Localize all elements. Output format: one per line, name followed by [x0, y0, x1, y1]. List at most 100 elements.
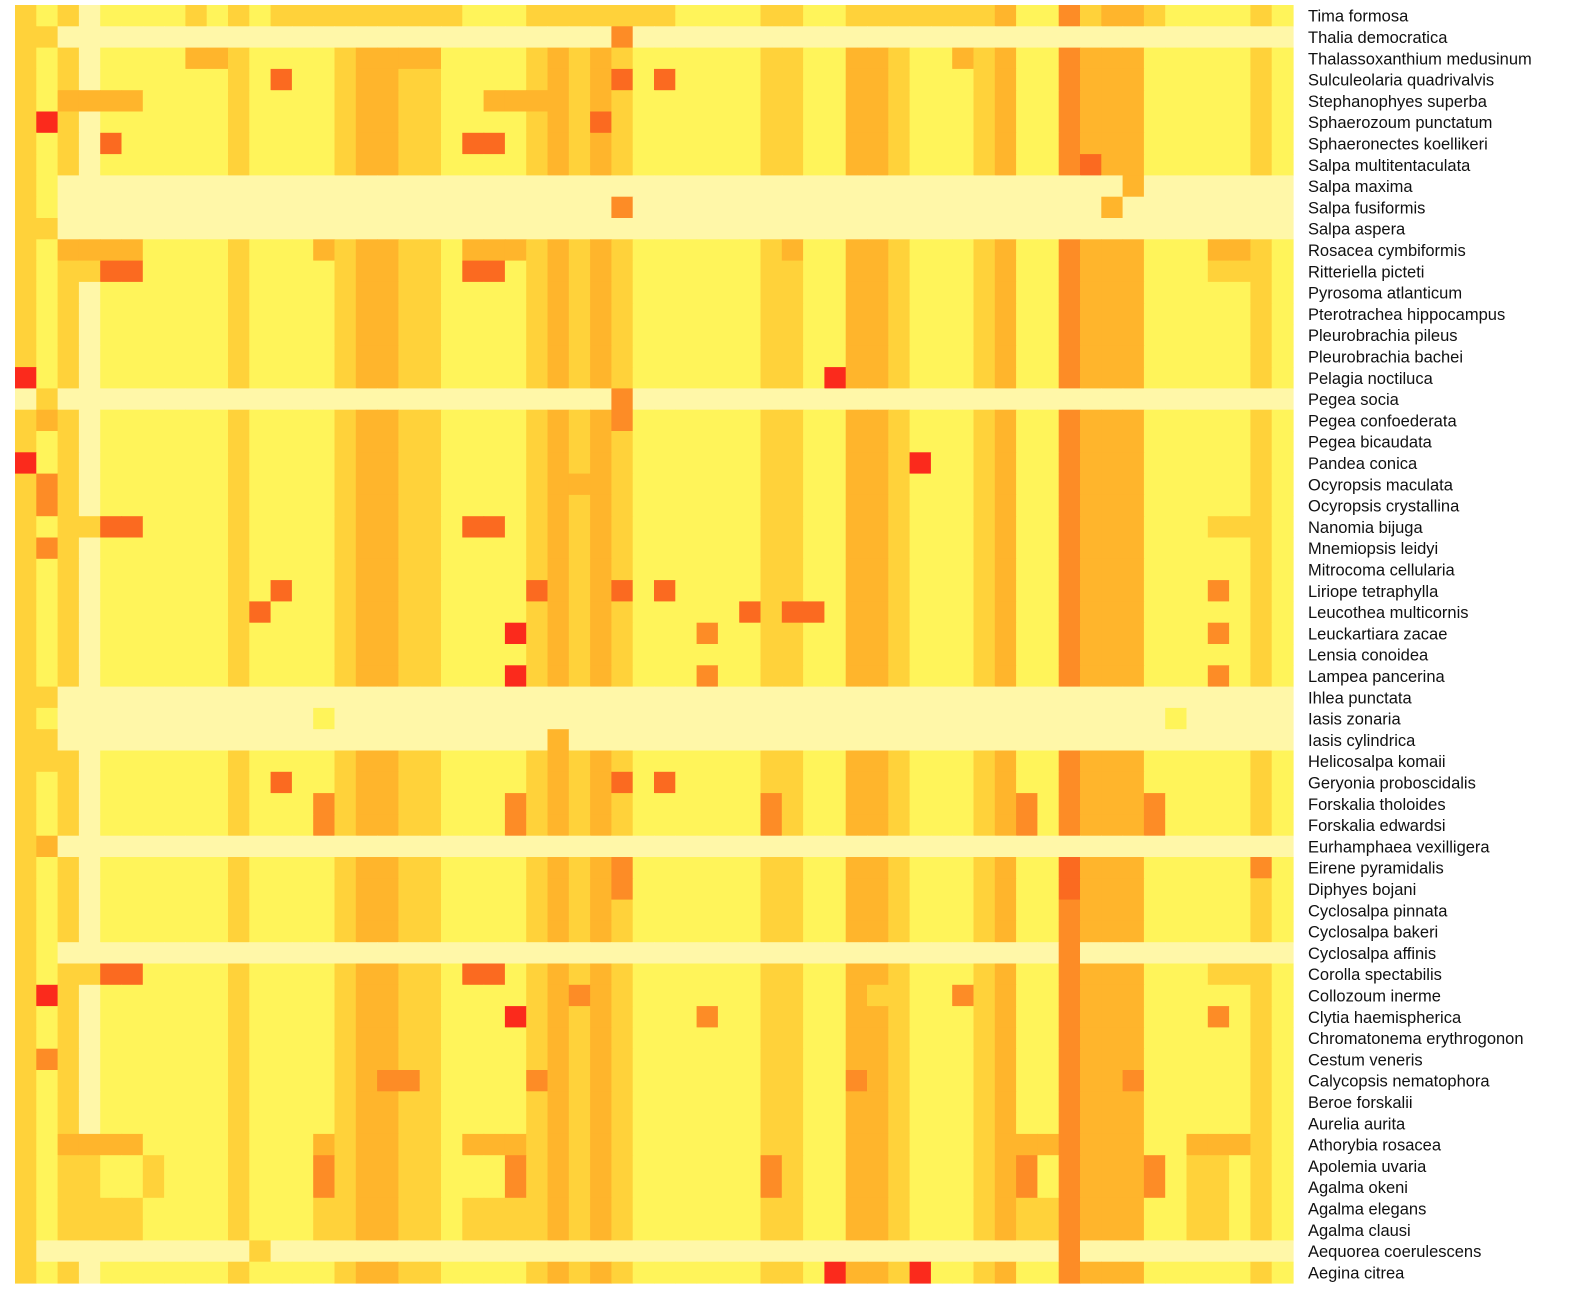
heatmap-cell: [292, 1198, 314, 1220]
heatmap-cell: [952, 112, 974, 134]
heatmap-cell: [867, 1198, 889, 1220]
heatmap-cell: [377, 1219, 399, 1241]
heatmap-cell: [718, 1006, 740, 1028]
heatmap-cell: [910, 1240, 932, 1262]
heatmap-cell: [1187, 559, 1209, 581]
heatmap-cell: [292, 729, 314, 751]
heatmap-cell: [1016, 154, 1038, 176]
heatmap-cell: [569, 793, 591, 815]
heatmap-cell: [952, 1240, 974, 1262]
heatmap-cell: [1208, 942, 1230, 964]
heatmap-cell: [1080, 772, 1102, 794]
heatmap-cell: [718, 1049, 740, 1071]
heatmap-cell: [718, 708, 740, 730]
heatmap-cell: [1123, 942, 1145, 964]
heatmap-cell: [718, 410, 740, 432]
heatmap-cell: [1037, 516, 1059, 538]
heatmap-cell: [164, 5, 186, 27]
heatmap-cell: [377, 325, 399, 347]
heatmap-cell: [1187, 1134, 1209, 1156]
heatmap-cell: [122, 751, 144, 773]
heatmap-cell: [505, 175, 527, 197]
heatmap-cell: [1144, 814, 1166, 836]
heatmap-cell: [100, 1240, 122, 1262]
heatmap-cell: [1250, 474, 1272, 496]
heatmap-cell: [15, 729, 37, 751]
heatmap-cell: [675, 814, 697, 836]
heatmap-cell: [718, 1240, 740, 1262]
heatmap-cell: [590, 133, 612, 155]
heatmap-cell: [910, 814, 932, 836]
heatmap-cell: [1187, 431, 1209, 453]
heatmap-cell: [1059, 538, 1081, 560]
heatmap-cell: [462, 601, 484, 623]
heatmap-cell: [675, 1006, 697, 1028]
heatmap-cell: [1165, 985, 1187, 1007]
heatmap-cell: [1187, 900, 1209, 922]
heatmap-cell: [526, 261, 548, 283]
heatmap-cell: [398, 346, 420, 368]
heatmap-cell: [633, 1198, 655, 1220]
heatmap-cell: [888, 303, 910, 325]
heatmap-cell: [718, 69, 740, 91]
heatmap-cell: [611, 729, 633, 751]
heatmap-cell: [995, 261, 1017, 283]
heatmap-cell: [1144, 729, 1166, 751]
heatmap-cell: [1059, 729, 1081, 751]
heatmap-cell: [888, 814, 910, 836]
heatmap-cell: [335, 1219, 357, 1241]
heatmap-cell: [441, 1219, 463, 1241]
heatmap-cell: [143, 495, 165, 517]
heatmap-cell: [228, 197, 250, 219]
heatmap-cell: [1037, 69, 1059, 91]
heatmap-cell: [398, 48, 420, 70]
heatmap-cell: [675, 772, 697, 794]
heatmap-cell: [910, 325, 932, 347]
heatmap-cell: [292, 26, 314, 48]
heatmap-cell: [803, 751, 825, 773]
heatmap-cell: [1080, 5, 1102, 27]
heatmap-cell: [654, 665, 676, 687]
heatmap-cell: [79, 410, 101, 432]
heatmap-cell: [100, 516, 122, 538]
heatmap-cell: [910, 1262, 932, 1284]
heatmap-cell: [654, 1155, 676, 1177]
heatmap-cell: [1059, 559, 1081, 581]
heatmap-cell: [590, 197, 612, 219]
heatmap-cell: [377, 495, 399, 517]
heatmap-cell: [100, 154, 122, 176]
heatmap-cell: [846, 1070, 868, 1092]
heatmap-cell: [995, 878, 1017, 900]
heatmap-cell: [803, 282, 825, 304]
row-label: Clytia haemispherica: [1308, 1009, 1462, 1027]
heatmap-cell: [931, 708, 953, 730]
heatmap-cell: [1080, 665, 1102, 687]
heatmap-cell: [505, 623, 527, 645]
heatmap-cell: [1080, 1219, 1102, 1241]
heatmap-cell: [377, 239, 399, 261]
heatmap-cell: [846, 1177, 868, 1199]
heatmap-cell: [952, 133, 974, 155]
heatmap-cell: [1229, 1262, 1251, 1284]
heatmap-cell: [100, 601, 122, 623]
heatmap-cell: [207, 69, 229, 91]
heatmap-cell: [15, 580, 37, 602]
heatmap-cell: [803, 900, 825, 922]
heatmap-cell: [100, 1091, 122, 1113]
heatmap-cell: [1016, 133, 1038, 155]
heatmap-cell: [1187, 388, 1209, 410]
heatmap-cell: [441, 623, 463, 645]
heatmap-cell: [803, 1219, 825, 1241]
heatmap-cell: [335, 665, 357, 687]
heatmap-cell: [761, 878, 783, 900]
row-label: Stephanophyes superba: [1308, 93, 1488, 111]
heatmap-cell: [484, 1155, 506, 1177]
heatmap-cell: [590, 388, 612, 410]
heatmap-cell: [122, 388, 144, 410]
heatmap-cell: [122, 26, 144, 48]
row-label: Sphaeronectes koellikeri: [1308, 135, 1488, 153]
heatmap-cell: [1187, 303, 1209, 325]
heatmap-cell: [526, 644, 548, 666]
heatmap-cell: [1208, 1113, 1230, 1135]
heatmap-cell: [1272, 26, 1294, 48]
